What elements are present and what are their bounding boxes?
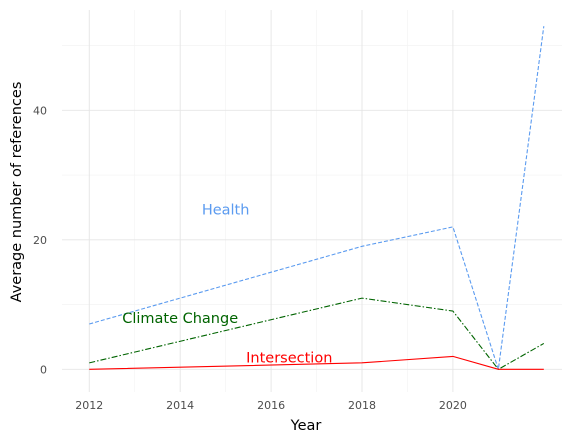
y-axis-title: Average number of references [9,82,25,303]
major-gridlines [62,10,562,392]
series-line-intersection [89,355,544,370]
series-lines [89,26,545,370]
series-labels: Health Climate Change Intersection [122,202,332,366]
series-label-climate-change: Climate Change [122,311,238,327]
series-label-intersection: Intersection [246,351,332,367]
x-tick-label: 2014 [166,399,194,412]
minor-gridlines [62,10,562,392]
x-tick-label: 2012 [75,399,103,412]
x-tick-label: 2020 [439,399,467,412]
y-tick-label: 40 [33,104,47,117]
x-axis-ticks: 2012 2014 2016 2018 2020 [75,399,467,412]
y-axis-ticks: 0 20 40 [33,104,47,376]
series-label-health: Health [202,202,250,218]
series-line-health [89,26,545,370]
y-tick-label: 0 [40,363,47,376]
series-line-climate-change [89,297,545,370]
x-tick-label: 2018 [348,399,376,412]
y-tick-label: 20 [33,234,47,247]
x-axis-title: Year [290,418,322,434]
x-tick-label: 2016 [257,399,285,412]
